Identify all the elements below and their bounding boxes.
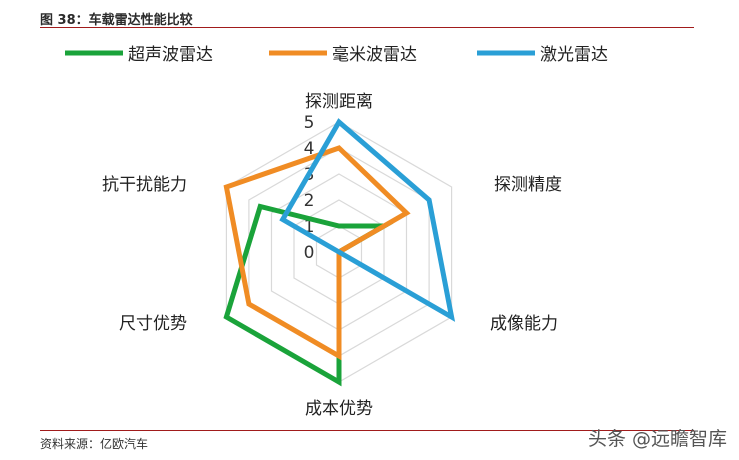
- tick-label: 0: [304, 243, 315, 263]
- series-line-2: [279, 118, 456, 322]
- legend-label: 激光雷达: [540, 45, 608, 65]
- source-rule: [40, 430, 694, 431]
- axis-label: 探测精度: [494, 175, 562, 195]
- series-layer: [223, 118, 456, 387]
- tick-label: 2: [304, 191, 315, 211]
- tick-label: 1: [304, 217, 315, 237]
- legend-label: 毫米波雷达: [332, 45, 417, 65]
- source-note: 资料来源：亿欧汽车: [40, 437, 149, 451]
- watermark: 头条 @远瞻智库: [587, 428, 727, 450]
- axis-label: 成像能力: [490, 314, 558, 334]
- axis-label: 尺寸优势: [119, 314, 187, 334]
- figure-title: 图 38：车载雷达性能比较: [40, 13, 193, 28]
- tick-label: 4: [304, 139, 315, 159]
- axis-label: 探测距离: [305, 92, 373, 112]
- axis-label: 抗干扰能力: [102, 175, 187, 195]
- legend: 超声波雷达 毫米波雷达 激光雷达: [65, 45, 608, 65]
- series-line-1: [223, 145, 411, 361]
- legend-label: 超声波雷达: [128, 45, 213, 65]
- axis-label: 成本优势: [305, 399, 373, 419]
- title-rule: [40, 27, 694, 28]
- tick-label: 5: [304, 113, 315, 133]
